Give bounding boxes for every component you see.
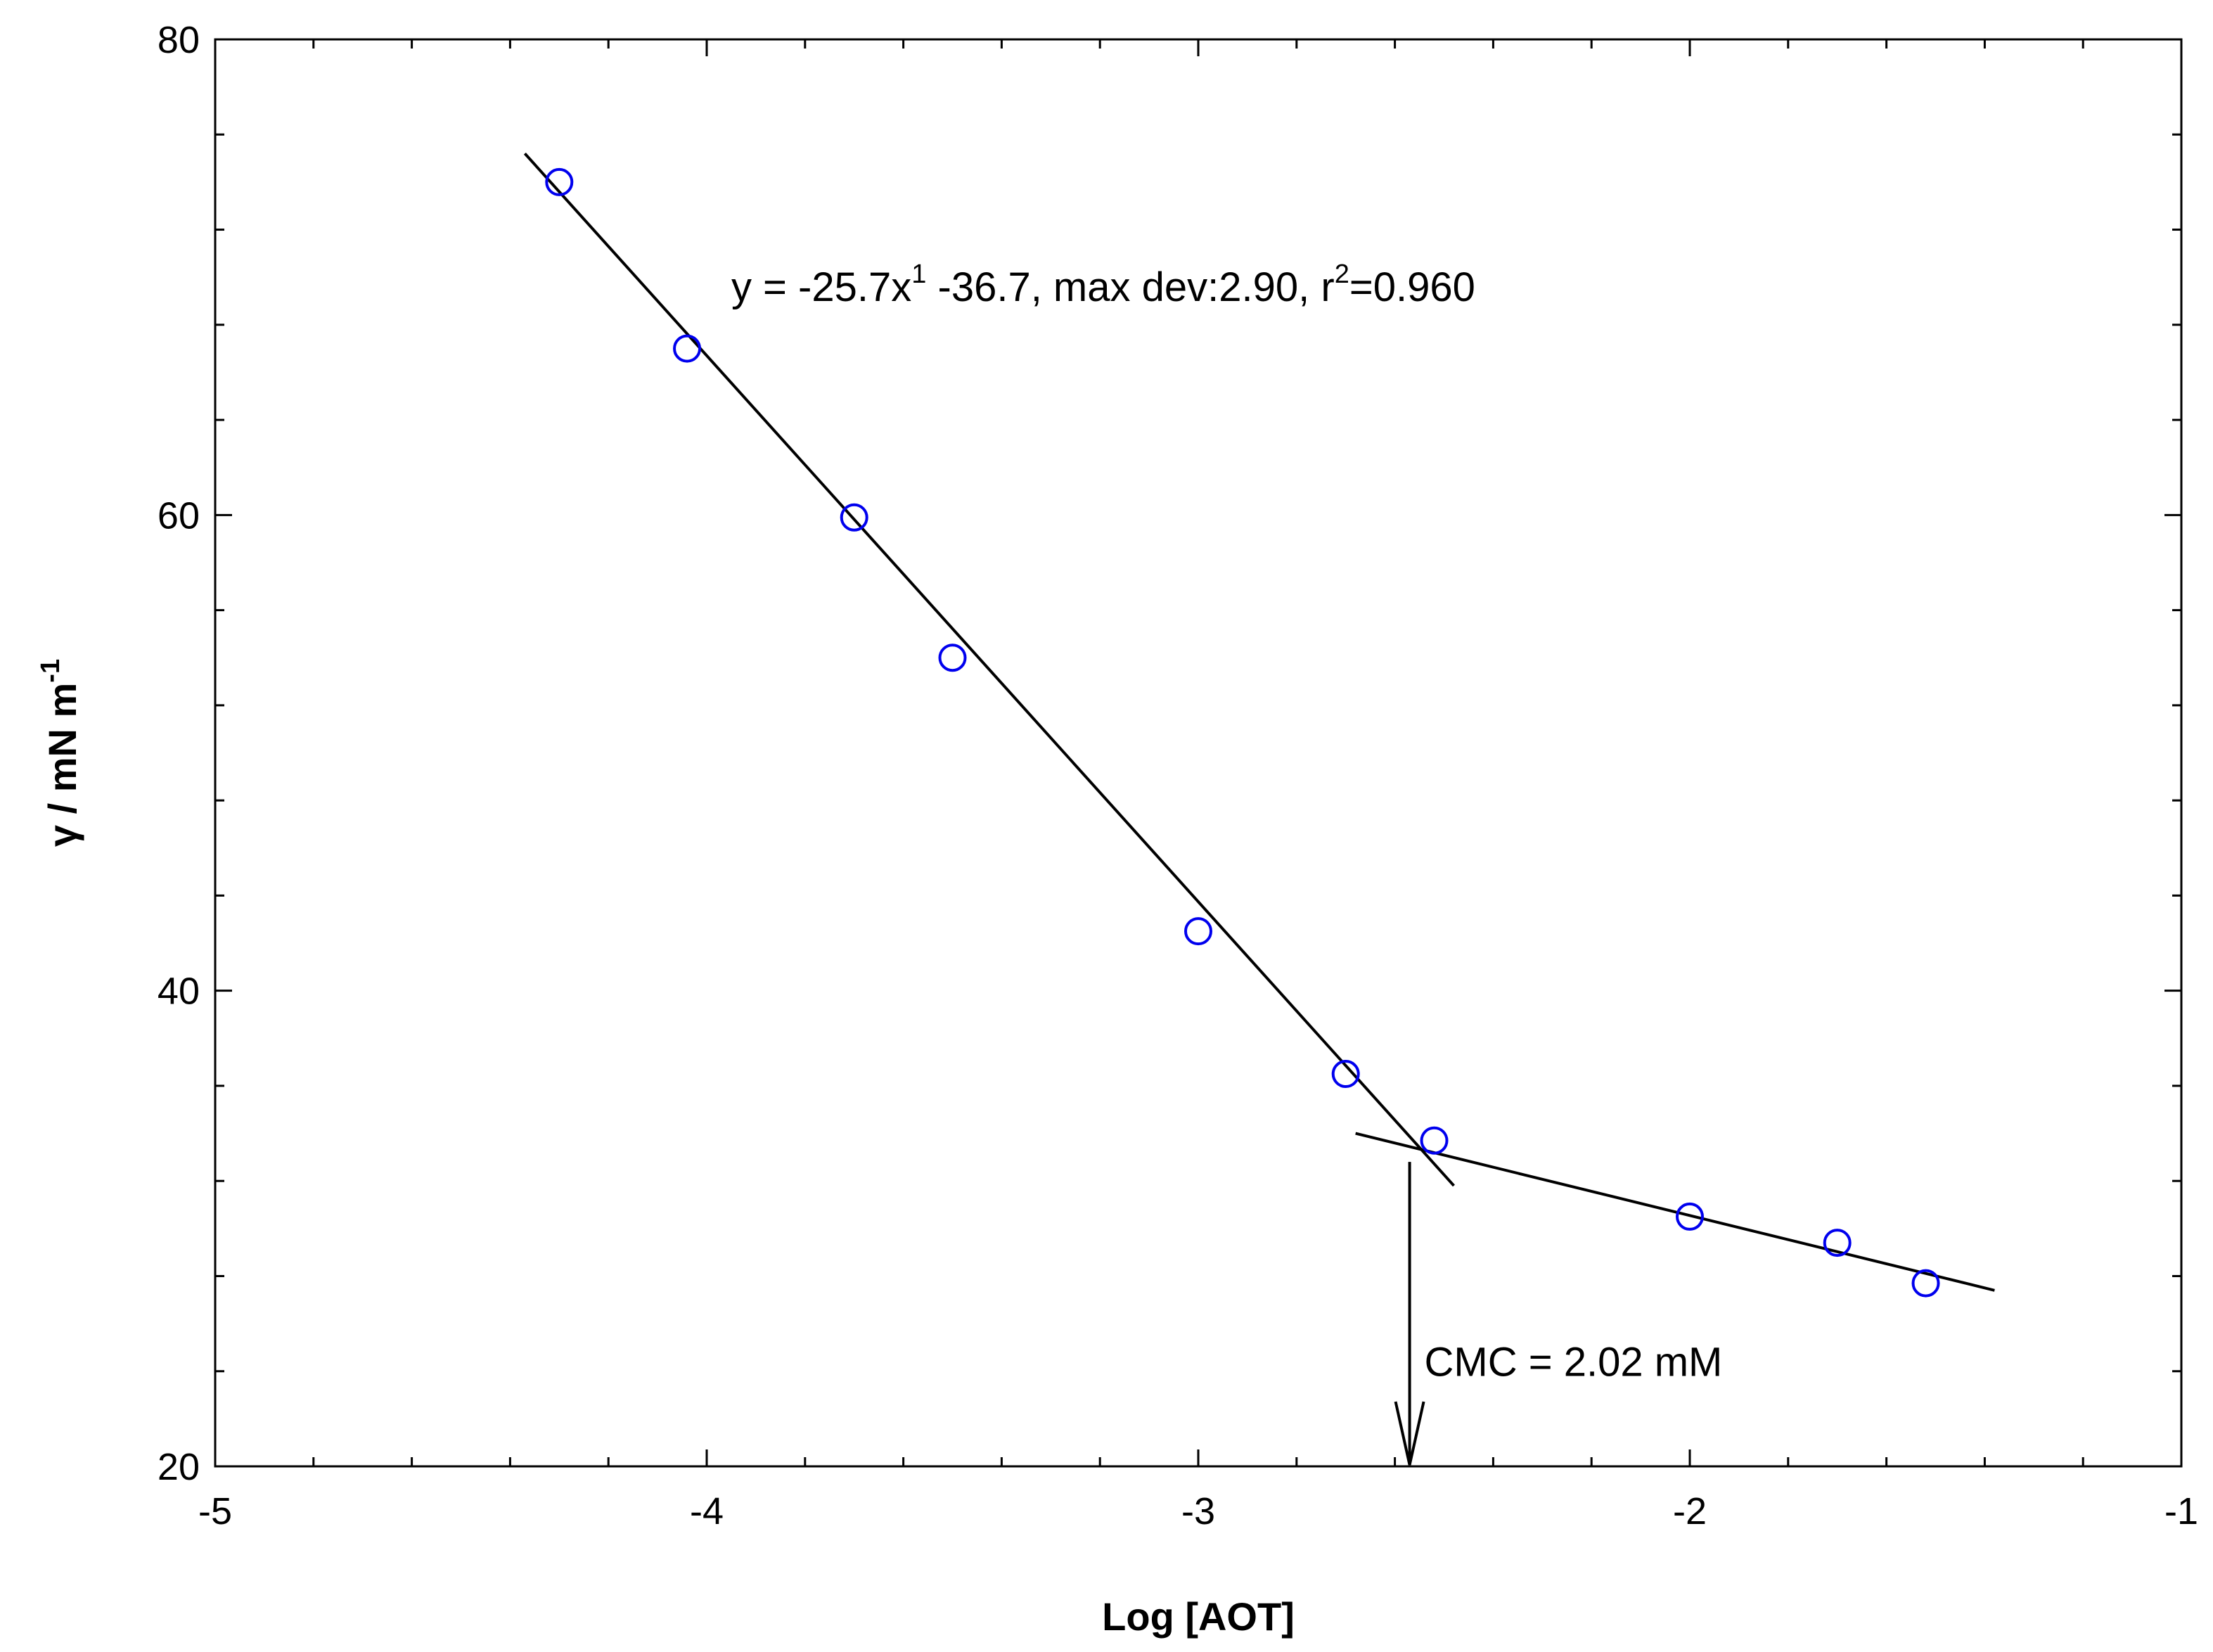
arrow-head <box>1394 1401 1425 1466</box>
x-tick-labels: -5 -4 -3 -2 -1 <box>198 1490 2198 1532</box>
x-tick-label: -3 <box>1181 1490 1215 1532</box>
x-tick-label: -2 <box>1673 1490 1707 1532</box>
y-tick-label: 80 <box>158 19 200 61</box>
y-axis-title-main: γ / mN m <box>40 683 84 847</box>
y-tick-labels: 20 40 60 80 <box>158 19 200 1488</box>
y-tick-label: 60 <box>158 494 200 537</box>
y-tick-label: 20 <box>158 1446 200 1488</box>
data-point <box>1911 1269 1940 1298</box>
data-point <box>545 167 574 196</box>
annotation-text: y = -25.7x <box>731 264 911 310</box>
x-tick-label: -4 <box>690 1490 724 1532</box>
data-point <box>1420 1126 1449 1155</box>
x-tick-label: -1 <box>2164 1490 2198 1532</box>
cmc-label: CMC = 2.02 mM <box>1425 1339 1723 1385</box>
fit-line <box>1355 1132 1995 1292</box>
data-point <box>840 503 868 532</box>
data-point <box>673 334 702 363</box>
cmc-arrow <box>1394 1162 1425 1466</box>
y-axis-title-superscript: -1 <box>36 659 65 683</box>
annotations: y = -25.7x1 -36.7, max dev:2.90, r2=0.96… <box>731 260 1722 1385</box>
x-axis-title: Log [AOT] <box>1102 1594 1295 1639</box>
data-point <box>1184 917 1212 946</box>
data-point <box>1331 1060 1360 1089</box>
annotation-text: -36.7, max dev:2.90, r <box>926 264 1334 310</box>
fit-line <box>523 152 1455 1187</box>
axis-ticks <box>214 38 2183 1468</box>
data-points <box>545 167 1940 1298</box>
x-tick-label: -5 <box>198 1490 232 1532</box>
y-tick-label: 40 <box>158 971 200 1013</box>
annotation-superscript: 2 <box>1335 260 1349 289</box>
annotation-superscript: 1 <box>911 260 926 289</box>
fit-equation: y = -25.7x1 -36.7, max dev:2.90, r2=0.96… <box>731 260 1475 310</box>
data-point <box>938 643 967 672</box>
y-axis-title: γ / mN m-1 <box>36 659 84 847</box>
fit-lines <box>523 152 1995 1292</box>
annotation-text: =0.960 <box>1349 264 1475 310</box>
data-point <box>1823 1229 1852 1257</box>
data-point <box>1676 1202 1704 1231</box>
plot-frame <box>214 38 2183 1468</box>
